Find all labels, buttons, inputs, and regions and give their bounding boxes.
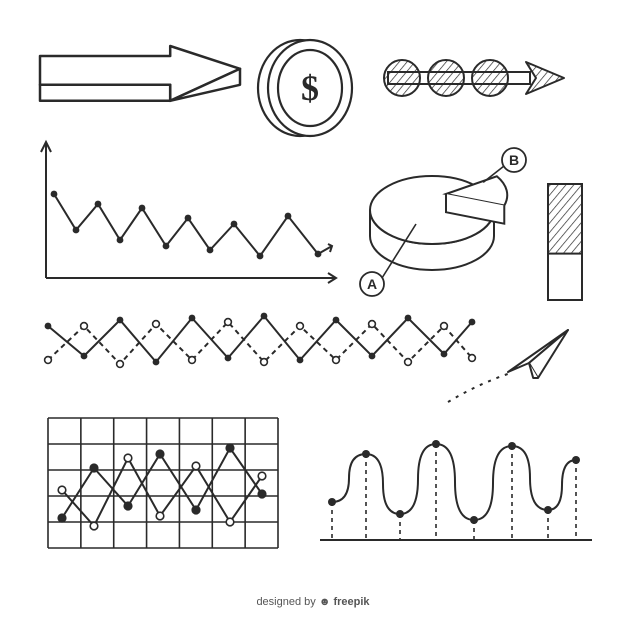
line-chart-upper [41,142,336,283]
svg-root: $AB [0,0,626,626]
striped-bar [548,184,582,300]
pie-label: A [367,276,377,292]
freepik-logo-icon: ☻ [319,596,331,608]
dot-arrow-icon [384,60,564,96]
infographic-canvas: $AB designed by ☻ freepik [0,0,626,626]
coin-icon: $ [258,40,352,136]
pie-chart-3d: AB [360,148,526,296]
coin-symbol: $ [301,68,319,108]
arrow-3d-icon [40,46,240,101]
credit-prefix: designed by [256,596,315,608]
credit-line: designed by ☻ freepik [0,596,626,608]
grid-chart [48,418,278,548]
pie-label: B [509,152,519,168]
credit-brand: freepik [333,596,369,608]
paper-plane-icon [448,330,568,402]
wave-chart [320,440,592,540]
zigzag-strip [45,313,476,368]
